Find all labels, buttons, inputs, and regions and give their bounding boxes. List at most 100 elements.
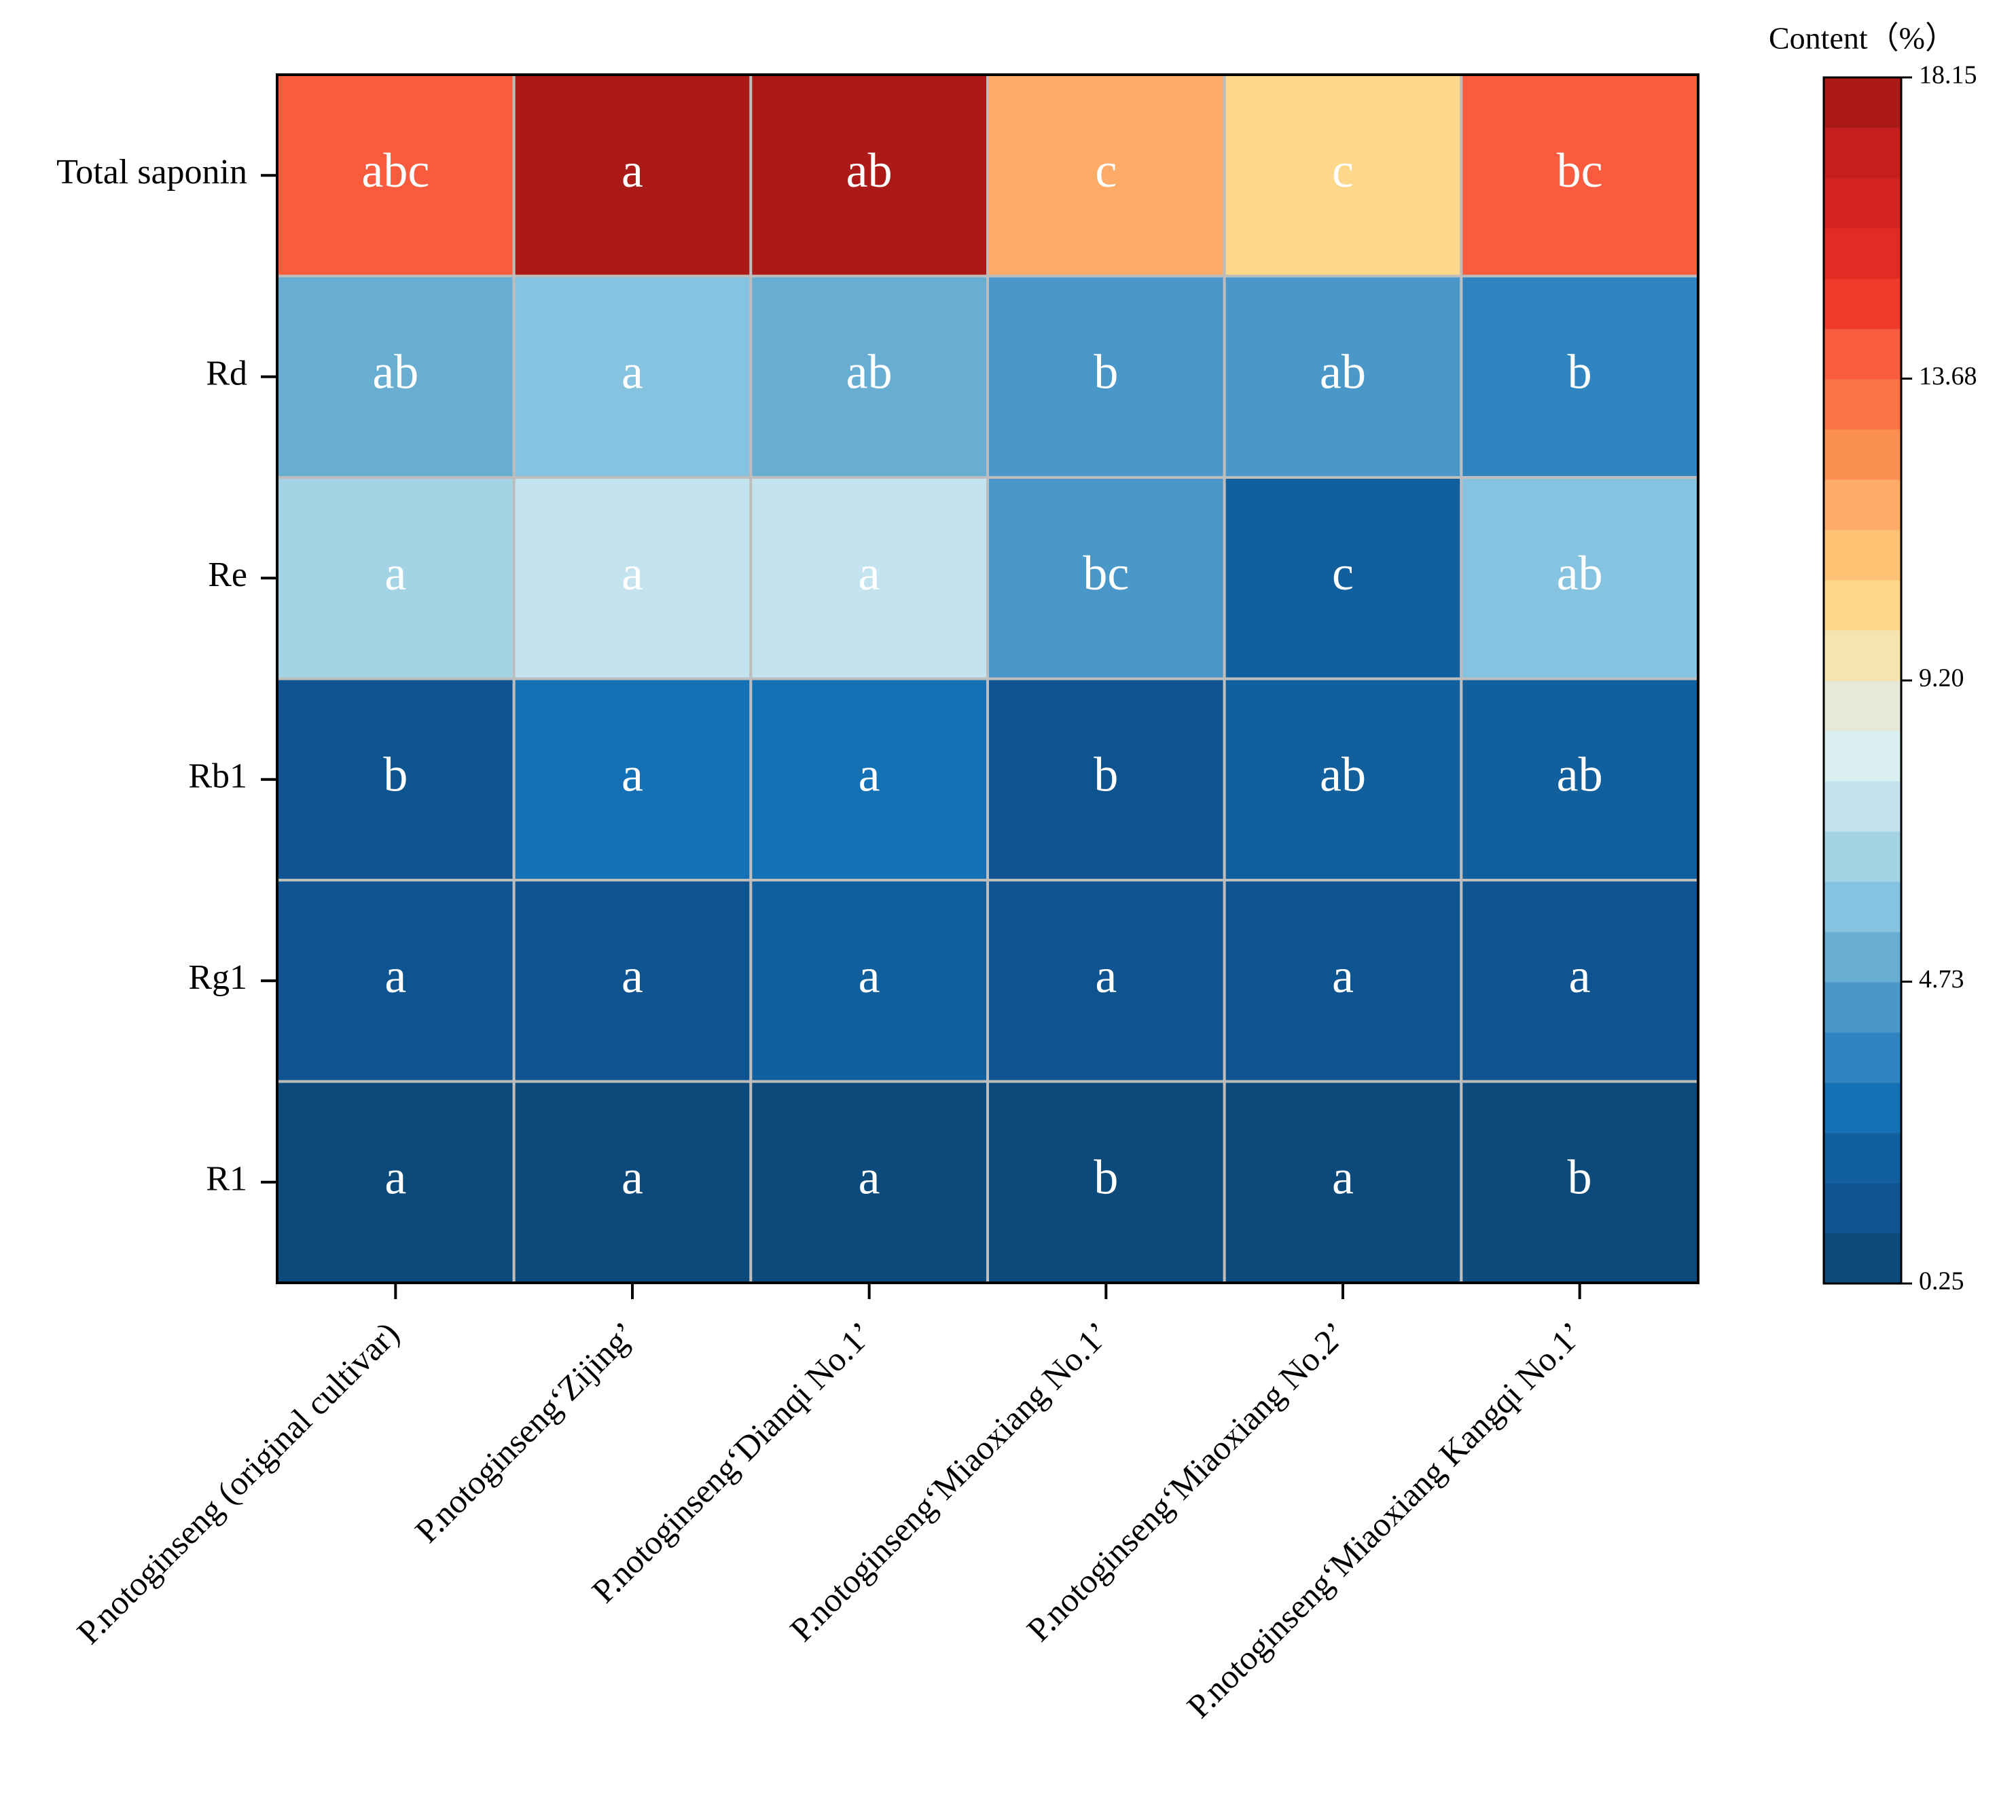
heatmap-cell [1223, 73, 1463, 278]
heatmap-cell [1460, 1080, 1699, 1284]
cell-label: b [1094, 344, 1118, 399]
cell-label: a [622, 546, 643, 600]
heatmap-cell [1223, 1080, 1463, 1284]
cell-label: a [859, 747, 880, 801]
heatmap-cell [986, 677, 1226, 881]
x-tick-label: P.notoginseng‘Dianqi No.1’ [584, 1314, 880, 1609]
cell-label: a [859, 949, 880, 1003]
heatmap-cell [1223, 476, 1463, 680]
colorbar-band [1824, 228, 1901, 279]
colorbar-band [1824, 77, 1901, 128]
cell-label: a [622, 143, 643, 198]
colorbar-band [1824, 1233, 1901, 1284]
heatmap-cell [986, 879, 1226, 1083]
y-tick-label: Rg1 [188, 958, 247, 997]
heatmap-cell [986, 476, 1226, 680]
heatmap-cell [276, 879, 516, 1083]
colorbar-band [1824, 781, 1901, 832]
heatmap-cell [1223, 879, 1463, 1083]
heatmap-cell [749, 879, 990, 1083]
colorbar-band [1824, 731, 1901, 782]
colorbar-band [1824, 932, 1901, 983]
colorbar-band [1824, 831, 1901, 882]
heatmap-cell [1460, 476, 1699, 680]
cell-label: ab [1320, 747, 1366, 801]
x-tick-label: P.notoginseng (original cultivar) [69, 1314, 406, 1651]
colorbar-band [1824, 1133, 1901, 1184]
heatmap-cell [749, 677, 990, 881]
colorbar-band [1824, 630, 1901, 681]
heatmap-cell [512, 73, 753, 278]
cell-label: ab [372, 344, 418, 399]
colorbar-tick-label: 9.20 [1919, 664, 1964, 693]
heatmap-cell [512, 677, 753, 881]
cell-label: ab [1557, 747, 1603, 801]
cell-label: a [622, 747, 643, 801]
colorbar-tick-label: 4.73 [1919, 965, 1964, 994]
cell-label: a [622, 344, 643, 399]
colorbar-band [1824, 479, 1901, 530]
colorbar-band [1824, 379, 1901, 430]
cell-label: bc [1557, 143, 1603, 198]
cell-label: b [1568, 1150, 1592, 1204]
cell-label: b [1568, 344, 1592, 399]
heatmap-cell [1460, 73, 1699, 278]
heatmap-cell [1223, 677, 1463, 881]
cell-label: bc [1083, 546, 1129, 600]
cell-label: a [1332, 949, 1354, 1003]
x-tick-label: P.notoginseng‘Zijing’ [408, 1314, 643, 1550]
cell-label: b [383, 747, 408, 801]
cell-label: a [859, 1150, 880, 1204]
cell-label: c [1332, 143, 1354, 198]
colorbar-band [1824, 1183, 1901, 1234]
colorbar-band [1824, 680, 1901, 731]
cell-label: a [859, 546, 880, 600]
heatmap-cell [512, 274, 753, 479]
cell-label: ab [1557, 546, 1603, 600]
cell-label: a [622, 1150, 643, 1204]
colorbar-band [1824, 329, 1901, 380]
y-tick-label: Rb1 [188, 757, 247, 796]
colorbar-band [1824, 1082, 1901, 1133]
cell-label: abc [361, 143, 429, 198]
x-tick-label: P.notoginseng‘Miaoxiang Kangqi No.1’ [1179, 1314, 1590, 1725]
cell-label: a [1332, 1150, 1354, 1204]
heatmap-cell [276, 476, 516, 680]
y-tick-label: R1 [206, 1160, 247, 1199]
cell-label: a [384, 949, 406, 1003]
cell-label: b [1094, 1150, 1118, 1204]
colorbar-band [1824, 128, 1901, 179]
colorbar-tick-label: 0.25 [1919, 1267, 1964, 1296]
cell-label: a [1095, 949, 1117, 1003]
cell-label: ab [846, 344, 893, 399]
colorbar-band [1824, 530, 1901, 581]
y-tick-label: Total saponin [56, 153, 247, 192]
heatmap-cell [1460, 274, 1699, 479]
heatmap-cell [276, 73, 516, 278]
colorbar-band [1824, 982, 1901, 1033]
cell-label: c [1332, 546, 1354, 600]
cell-label: a [1569, 949, 1591, 1003]
colorbar-band [1824, 278, 1901, 329]
plot-frame [276, 73, 1699, 1284]
y-tick-label: Rd [206, 354, 247, 393]
colorbar-band [1824, 881, 1901, 932]
colorbar-band [1824, 580, 1901, 631]
heatmap-cell [276, 1080, 516, 1284]
cell-label: b [1094, 747, 1118, 801]
heatmap-cell [276, 677, 516, 881]
cell-label: a [384, 546, 406, 600]
colorbar-band [1824, 178, 1901, 229]
cell-label: ab [846, 143, 893, 198]
heatmap-cell [512, 476, 753, 680]
colorbar-title: Content（%） [1769, 21, 1956, 56]
colorbar-tick-label: 18.15 [1919, 61, 1977, 90]
colorbar-band [1824, 1032, 1901, 1083]
heatmap-cell [986, 73, 1226, 278]
heatmap-cell [986, 274, 1226, 479]
colorbar-tick-label: 13.68 [1919, 362, 1977, 390]
cell-label: c [1095, 143, 1117, 198]
cell-label: a [384, 1150, 406, 1204]
cell-label: a [622, 949, 643, 1003]
